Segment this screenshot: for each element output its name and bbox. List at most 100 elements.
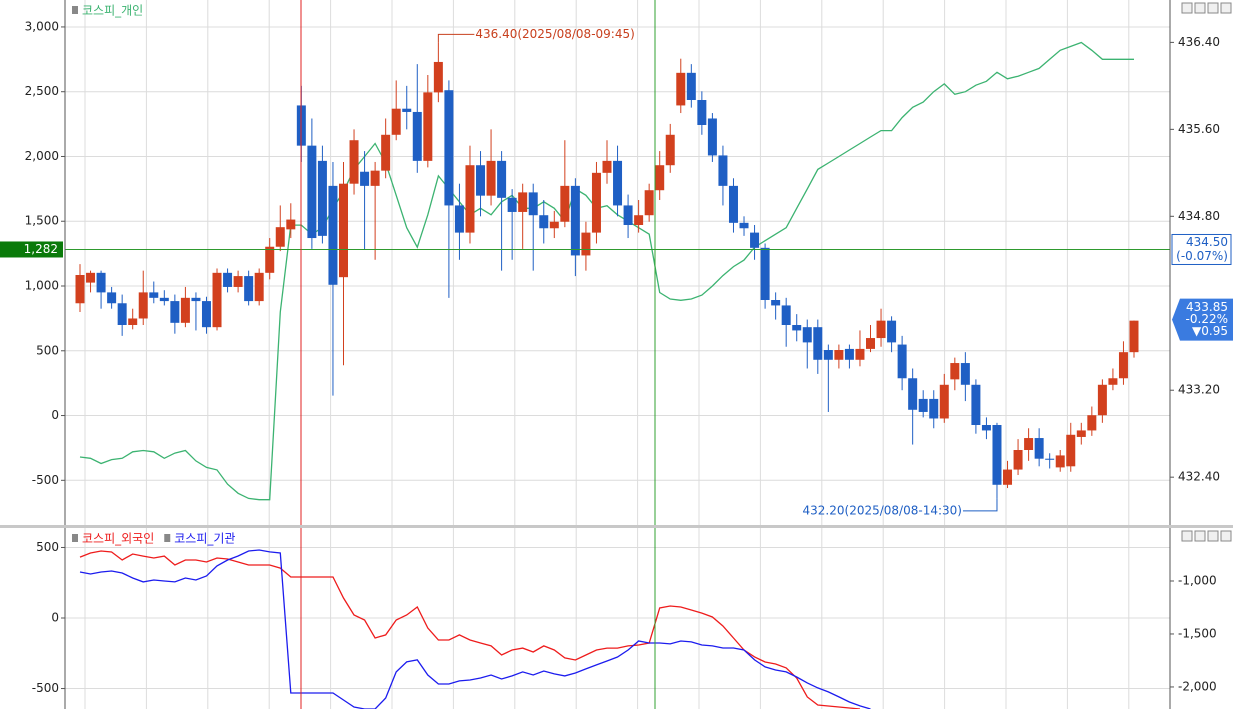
button[interactable] xyxy=(1194,2,1206,14)
candle-body xyxy=(286,219,296,230)
candle-body xyxy=(634,215,644,225)
candle-body xyxy=(939,384,949,419)
candle-body xyxy=(149,292,159,298)
annotation-leader xyxy=(437,33,475,43)
button[interactable] xyxy=(1207,2,1219,14)
candle-body xyxy=(1024,438,1034,450)
y-tick-label: 1,000 xyxy=(25,279,59,293)
candle-body xyxy=(981,425,991,431)
candle-body xyxy=(623,205,633,225)
candle-body xyxy=(539,215,549,229)
candle-body xyxy=(602,160,612,173)
legend-swatch xyxy=(164,534,171,542)
candle-body xyxy=(1045,458,1055,460)
candle-body xyxy=(813,327,823,360)
last-price-change: -0.22% xyxy=(1186,312,1228,326)
candle-body xyxy=(486,160,496,196)
candle-body xyxy=(360,171,370,186)
candle-body xyxy=(686,72,696,100)
candle-body xyxy=(866,338,875,349)
button[interactable] xyxy=(1181,530,1193,542)
series-line xyxy=(79,550,861,709)
candle-body xyxy=(1097,384,1107,416)
candle-body xyxy=(1118,352,1128,379)
candle-body xyxy=(929,398,939,419)
candle-body xyxy=(760,247,770,300)
candle-body xyxy=(992,425,1002,485)
candle-body xyxy=(549,221,559,229)
candle-body xyxy=(1003,469,1013,485)
candle-body xyxy=(960,363,970,385)
candle-body xyxy=(1066,434,1076,467)
legend-label: 코스피_외국인 xyxy=(82,532,154,546)
candle-body xyxy=(771,300,781,306)
candle-body xyxy=(570,185,580,256)
candle-body xyxy=(138,292,148,319)
candle-body xyxy=(349,140,359,184)
annotation-label: 432.20(2025/08/08-14:30) xyxy=(803,503,962,517)
y2-tick-label: 435.60 xyxy=(1178,122,1220,136)
candle-body xyxy=(117,303,127,325)
y-tick-label: 1,500 xyxy=(25,214,59,228)
candle-body xyxy=(707,118,717,156)
crosshair-y2-box xyxy=(1171,233,1232,265)
y-tick-label: 3,000 xyxy=(25,19,59,33)
crosshair-y-label: 1,282 xyxy=(24,242,58,256)
candle-body xyxy=(1034,438,1044,459)
candle-body xyxy=(223,272,233,287)
candle-body xyxy=(391,108,401,135)
candle-body xyxy=(328,185,338,285)
candle-body xyxy=(465,165,475,233)
candle-body xyxy=(307,145,317,239)
candle-body xyxy=(433,61,443,93)
candle-body xyxy=(244,276,254,302)
candle-body xyxy=(655,165,665,191)
candle-body xyxy=(581,232,591,256)
y2-tick-label: 432.40 xyxy=(1178,470,1220,484)
candle-body xyxy=(402,108,412,112)
candle-body xyxy=(128,318,138,325)
last-price-diff: ▼0.95 xyxy=(1192,324,1228,338)
button[interactable] xyxy=(1220,2,1232,14)
candle-body xyxy=(897,344,907,379)
candle-body xyxy=(802,327,812,343)
candle-body xyxy=(855,348,865,360)
y2-tick-label: 436.40 xyxy=(1178,35,1220,49)
plot-area xyxy=(79,549,871,709)
last-price-tag xyxy=(1172,298,1233,341)
candle-body xyxy=(823,350,833,360)
candle-body xyxy=(560,185,570,222)
candle-body xyxy=(370,170,380,186)
candle-body xyxy=(718,155,728,186)
window-buttons xyxy=(1181,2,1232,542)
button[interactable] xyxy=(1207,530,1219,542)
candle-body xyxy=(908,378,918,410)
legend-swatch xyxy=(72,534,78,542)
button[interactable] xyxy=(1220,530,1232,542)
candle-body xyxy=(497,160,507,198)
candle-body xyxy=(180,297,190,323)
button[interactable] xyxy=(1181,2,1193,14)
candle-body xyxy=(412,111,422,161)
legend-label: 코스피_기관 xyxy=(174,532,235,546)
candle-body xyxy=(613,160,623,206)
y-tick-label: 500 xyxy=(36,540,59,554)
candle-body xyxy=(423,92,433,161)
candle-body xyxy=(201,301,211,328)
plot-layer: 3,000 2,500 2,000 1,500 1,000 500 0 -500 436.40 4… xyxy=(0,4,1233,709)
candle-body xyxy=(697,100,707,125)
y2-tick-label: 433.20 xyxy=(1178,383,1220,397)
y-tick-label: 2,500 xyxy=(25,84,59,98)
candle-body xyxy=(317,160,327,236)
button[interactable] xyxy=(1194,530,1206,542)
y-tick-label: 2,000 xyxy=(25,149,59,163)
plot-area xyxy=(75,41,1139,501)
candle-body xyxy=(676,72,686,106)
last-price-label: 433.85 xyxy=(1186,300,1228,314)
candle-body xyxy=(159,297,169,302)
candle-body xyxy=(1076,430,1086,437)
candle-body xyxy=(454,205,464,233)
y-tick-label: 0 xyxy=(51,408,59,422)
y-tick-label: -500 xyxy=(32,681,59,695)
